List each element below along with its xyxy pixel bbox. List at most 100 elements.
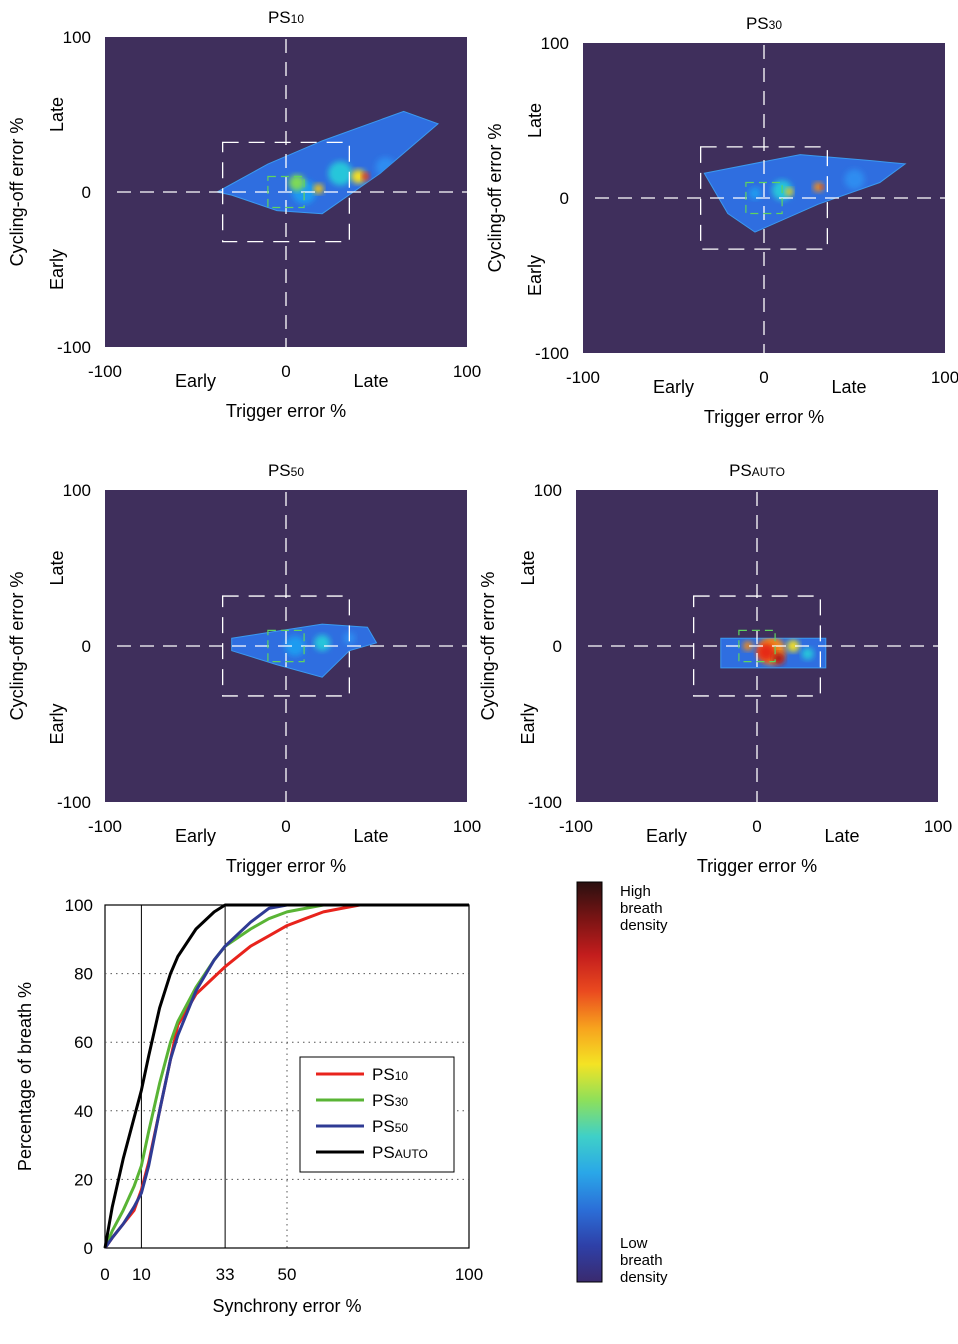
y-tick-label: 80 — [74, 965, 93, 984]
colorbar-low-line2: breath — [620, 1252, 663, 1269]
density-hotspot — [313, 183, 324, 194]
legend-label-main: PS — [372, 1143, 395, 1162]
density-hotspot — [285, 636, 306, 656]
x-late-label: Late — [354, 371, 389, 391]
colorbar-low-line3: density — [620, 1269, 668, 1286]
y-early-label: Early — [47, 703, 67, 744]
density-hotspots — [742, 638, 814, 665]
y-tick-label: -100 — [535, 344, 569, 363]
y-tick-label: 100 — [534, 481, 562, 500]
series-line-ps50 — [103, 903, 469, 1249]
x-tick-label: 0 — [759, 368, 768, 387]
x-tick-label: 0 — [100, 1265, 109, 1284]
outer-tolerance-box — [693, 595, 822, 697]
density-hotspot — [772, 652, 785, 665]
title-sub: 10 — [291, 12, 305, 26]
y-early-label: Early — [47, 249, 67, 290]
density-hotspot — [801, 647, 814, 660]
x-tick-label: 50 — [278, 1265, 297, 1284]
x-tick-label: 100 — [924, 817, 952, 836]
colorbar-gradient — [576, 881, 603, 1283]
y-axis-label: Percentage of breath % — [15, 982, 35, 1171]
x-late-label: Late — [832, 377, 867, 397]
series-line-ps30 — [103, 903, 469, 1249]
y-tick-label: 0 — [84, 1239, 93, 1258]
density-hotspot — [742, 641, 753, 651]
density-hotspot — [819, 185, 824, 190]
x-tick-label: 0 — [281, 817, 290, 836]
legend-label-sub: AUTO — [395, 1147, 428, 1161]
heatmap-title-10: PS10 — [268, 8, 304, 27]
legend-label-ps30: PS30 — [372, 1091, 408, 1110]
colorbar-high-line1: High — [620, 883, 651, 900]
inner-tolerance-box — [745, 181, 783, 215]
x-tick-label: 100 — [455, 1265, 483, 1284]
heatmap-title-30: PS30 — [746, 14, 782, 33]
x-early-label: Early — [175, 826, 216, 846]
legend-label-sub: 30 — [395, 1095, 409, 1109]
density-hotspot — [757, 643, 776, 662]
x-axis-label: Trigger error % — [697, 856, 817, 876]
y-tick-label: -100 — [528, 793, 562, 812]
legend-label-ps50: PS50 — [372, 1117, 408, 1136]
x-early-label: Early — [175, 371, 216, 391]
title-sub: 30 — [769, 18, 783, 32]
series-line-psauto — [103, 903, 469, 1249]
y-tick-label: 40 — [74, 1102, 93, 1121]
y-tick-label: 0 — [82, 637, 91, 656]
legend-label-sub: 10 — [395, 1069, 409, 1083]
legend-label-ps10: PS10 — [372, 1065, 408, 1084]
y-late-label: Late — [525, 103, 545, 138]
density-hotspot — [748, 187, 761, 200]
legend-label-sub: 50 — [395, 1121, 409, 1135]
density-hotspots — [748, 169, 865, 201]
y-late-label: Late — [518, 550, 538, 585]
density-hotspot — [328, 161, 353, 186]
legend-label-psauto: PSAUTO — [372, 1143, 428, 1162]
y-tick-label: 100 — [65, 896, 93, 915]
density-hotspot — [813, 182, 824, 193]
x-tick-label: -100 — [566, 368, 600, 387]
inner-tolerance-box — [738, 629, 776, 663]
density-hotspot — [288, 174, 305, 191]
density-hotspot — [361, 172, 370, 181]
y-early-label: Early — [525, 255, 545, 296]
heatmap-panel-ps30: PS30 100 0 -100 -100 0 100 Early Late Trigger err… — [485, 14, 958, 427]
density-region — [215, 110, 440, 215]
density-hotspot — [844, 169, 865, 190]
y-tick-label: 60 — [74, 1033, 93, 1052]
y-late-label: Late — [47, 97, 67, 132]
y-axis-label: Cycling-off error % — [485, 124, 505, 273]
legend-label-main: PS — [372, 1117, 395, 1136]
legend-label-main: PS — [372, 1065, 395, 1084]
heatmap-panel-psauto: PSAUTO 100 0 -100 -100 0 100 Early Late Trigger e… — [478, 461, 952, 876]
inner-tolerance-box — [267, 175, 305, 209]
title-main: PS — [268, 8, 291, 27]
density-hotspot — [787, 640, 800, 652]
heatmap-panel-ps50: PS50 100 0 -100 -100 0 100 Early Late Trigger err… — [7, 461, 481, 876]
y-early-label: Early — [518, 703, 538, 744]
title-main: PS — [729, 461, 752, 480]
x-tick-label: 10 — [132, 1265, 151, 1284]
cdf-chart: 0 20 40 60 80 100 0 10 33 50 100 Synchrony error % P… — [15, 896, 483, 1316]
y-tick-label: 100 — [63, 481, 91, 500]
y-tick-label: 0 — [553, 637, 562, 656]
title-main: PS — [268, 461, 291, 480]
y-tick-label: 100 — [541, 34, 569, 53]
x-late-label: Late — [354, 826, 389, 846]
colorbar-high-line2: breath — [620, 900, 663, 917]
title-sub: AUTO — [752, 465, 785, 479]
y-tick-label: 20 — [74, 1170, 93, 1189]
density-hotspot — [785, 187, 794, 196]
outer-tolerance-box — [221, 141, 350, 243]
y-tick-label: 100 — [63, 28, 91, 47]
x-tick-label: 100 — [453, 817, 481, 836]
y-tick-label: 0 — [560, 189, 569, 208]
x-tick-label: 100 — [931, 368, 958, 387]
x-axis-label: Trigger error % — [704, 407, 824, 427]
title-sub: 50 — [291, 465, 305, 479]
outer-tolerance-box — [700, 146, 829, 250]
inner-tolerance-box — [267, 629, 305, 663]
x-tick-label: -100 — [88, 817, 122, 836]
